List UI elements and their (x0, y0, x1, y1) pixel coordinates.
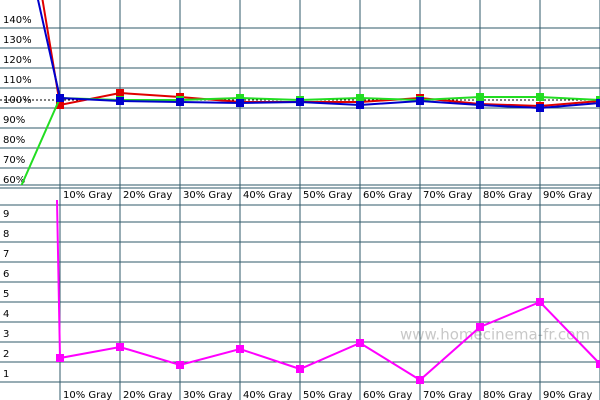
plot-area (56, 200, 600, 384)
y-tick-label: 130% (3, 35, 32, 46)
point-marker (356, 339, 364, 347)
x-tick-label: 10% Gray (63, 190, 112, 201)
point-marker (56, 354, 64, 362)
y-tick-label: 9 (3, 209, 9, 220)
x-tick-label: 30% Gray (183, 390, 232, 400)
point-marker (116, 343, 124, 351)
y-tick-label: 3 (3, 329, 9, 340)
x-tick-label: 90% Gray (543, 190, 592, 201)
plot-area (20, 0, 600, 185)
y-tick-label: 2 (3, 349, 9, 360)
y-tick-label: 4 (3, 309, 9, 320)
x-tick-label: 90% Gray (543, 390, 592, 400)
point-marker (536, 93, 544, 101)
watermark: www.homecinema-fr.com (400, 326, 590, 344)
x-tick-label: 30% Gray (183, 190, 232, 201)
point-marker (116, 97, 124, 105)
point-marker (236, 99, 244, 107)
point-marker (296, 365, 304, 373)
y-tick-label: 60% (3, 175, 25, 186)
y-tick-label: 7 (3, 249, 9, 260)
point-marker (596, 360, 600, 368)
x-tick-label: 60% Gray (363, 190, 412, 201)
x-tick-label: 50% Gray (303, 390, 352, 400)
x-tick-label: 70% Gray (423, 190, 472, 201)
point-marker (116, 89, 124, 97)
y-tick-label: 1 (3, 369, 9, 380)
x-tick-label: 70% Gray (423, 390, 472, 400)
y-tick-label: 110% (3, 75, 32, 86)
y-tick-label: 5 (3, 289, 9, 300)
point-marker (536, 104, 544, 112)
x-tick-label: 20% Gray (123, 190, 172, 201)
x-tick-label: 60% Gray (363, 390, 412, 400)
x-tick-label: 80% Gray (483, 390, 532, 400)
x-tick-label: 40% Gray (243, 390, 292, 400)
point-marker (476, 101, 484, 109)
point-marker (56, 94, 64, 102)
x-tick-label: 50% Gray (303, 190, 352, 201)
point-marker (236, 345, 244, 353)
y-tick-label: 6 (3, 269, 9, 280)
point-marker (296, 98, 304, 106)
x-tick-label: 80% Gray (483, 190, 532, 201)
point-marker (176, 98, 184, 106)
point-marker (356, 94, 364, 102)
y-tick-label: 120% (3, 55, 32, 66)
point-marker (176, 361, 184, 369)
x-tick-label: 20% Gray (123, 390, 172, 400)
point-marker (416, 97, 424, 105)
x-tick-label: 10% Gray (63, 390, 112, 400)
point-marker (356, 101, 364, 109)
point-marker (536, 298, 544, 306)
x-tick-label: 40% Gray (243, 190, 292, 201)
y-tick-label: 90% (3, 115, 25, 126)
point-marker (416, 376, 424, 384)
point-marker (476, 323, 484, 331)
y-tick-label: 8 (3, 229, 9, 240)
point-marker (236, 94, 244, 102)
y-tick-label: 70% (3, 155, 25, 166)
y-tick-label: 80% (3, 135, 25, 146)
y-tick-label: 140% (3, 15, 32, 26)
point-marker (56, 101, 64, 109)
point-marker (596, 99, 600, 107)
point-marker (476, 93, 484, 101)
